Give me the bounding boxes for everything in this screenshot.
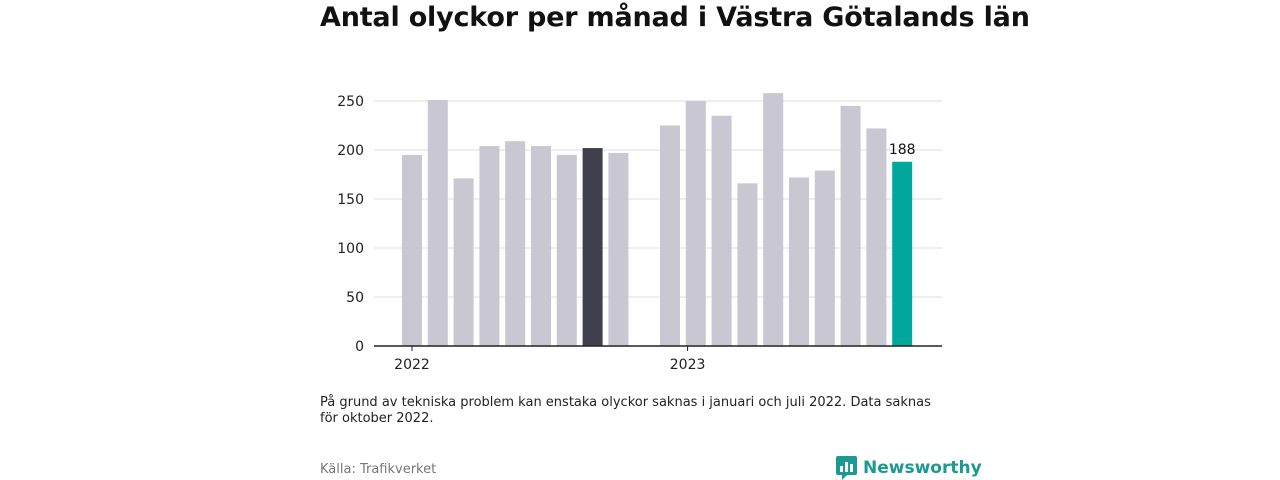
data-labels: 188 <box>889 142 916 158</box>
bar <box>840 105 861 347</box>
source-text: Källa: Trafikverket <box>320 462 437 477</box>
bar <box>892 161 913 346</box>
footnote: På grund av tekniska problem kan enstaka… <box>320 395 931 426</box>
bar <box>763 93 784 346</box>
brand-name: Newsworthy <box>863 458 982 478</box>
y-tick-label: 100 <box>337 241 364 257</box>
newsworthy-logo-icon <box>836 456 857 480</box>
chart-title: Antal olyckor per månad i Västra Götalan… <box>320 2 1030 33</box>
bar <box>556 154 577 346</box>
y-tick-label: 200 <box>337 143 364 159</box>
bar <box>866 128 887 346</box>
bar <box>685 101 706 346</box>
bar <box>453 178 474 346</box>
bar <box>608 152 629 346</box>
bar <box>660 125 680 346</box>
bar <box>427 100 448 347</box>
data-label: 188 <box>889 142 916 158</box>
bar <box>789 177 809 346</box>
x-tick-label: 2022 <box>394 357 430 373</box>
x-axis-tick-labels: 2022 2023 <box>394 346 705 373</box>
bar-chart: 0 50 100 150 200 250 188 2022 2023 <box>337 93 942 373</box>
y-axis-tick-labels: 0 50 100 150 200 250 <box>337 94 364 355</box>
bar <box>402 154 422 346</box>
bar <box>814 170 835 346</box>
y-tick-label: 250 <box>337 94 364 110</box>
bar <box>737 183 758 346</box>
y-tick-label: 0 <box>355 339 364 355</box>
bar <box>479 146 500 346</box>
bar <box>582 148 603 346</box>
bar <box>505 141 526 346</box>
bar <box>531 146 551 346</box>
x-tick-label: 2023 <box>670 357 706 373</box>
y-tick-label: 150 <box>337 192 364 208</box>
y-tick-label: 50 <box>346 290 364 306</box>
bars <box>402 93 913 347</box>
brand-logo[interactable]: Newsworthy <box>836 456 982 480</box>
bar <box>711 115 732 346</box>
